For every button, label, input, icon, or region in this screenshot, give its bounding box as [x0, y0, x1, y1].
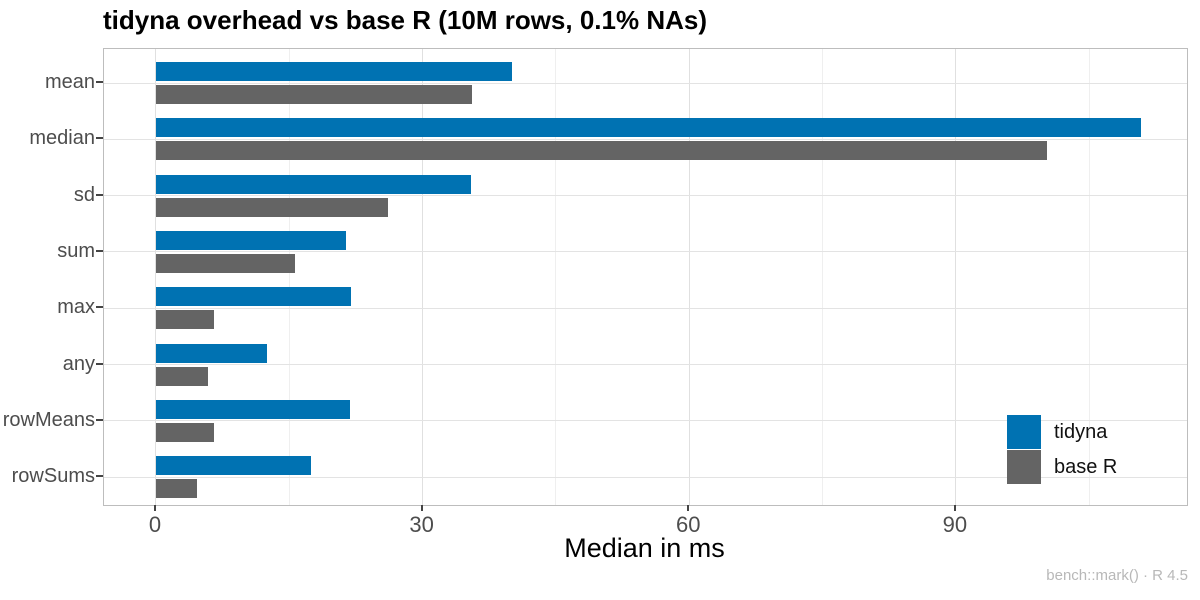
x-axis-title: Median in ms [564, 533, 725, 563]
gridline-minor-x [555, 49, 557, 505]
y-tick-mark [96, 418, 103, 421]
x-tick-mark [953, 505, 956, 511]
y-axis-label-sum: sum [57, 239, 95, 262]
chart-caption: bench::mark() · R 4.5 [1046, 567, 1188, 584]
bar-tidyna-median [155, 118, 1141, 138]
x-axis-tick-label-30: 30 [409, 512, 434, 537]
y-axis-label-any: any [62, 352, 95, 375]
gridline-minor-x [1088, 49, 1090, 505]
y-axis-label-rowsums: rowSums [11, 465, 95, 488]
x-tick-mark [153, 505, 156, 511]
chart-title: tidyna overhead vs base R (10M rows, 0.1… [103, 5, 707, 35]
y-tick-mark [96, 193, 103, 196]
gridline-y [104, 82, 1187, 84]
bar-base-r-sd [155, 197, 388, 217]
y-axis-label-mean: mean [44, 71, 95, 93]
gridline-y [104, 364, 1187, 365]
x-tick-mark [420, 505, 423, 511]
x-axis-tick-label-0: 0 [148, 512, 162, 537]
y-tick-mark [96, 249, 103, 252]
gridline-y [104, 251, 1187, 253]
bar-tidyna-max [155, 287, 351, 307]
bar-tidyna-mean [155, 62, 512, 81]
gridline-y [104, 307, 1187, 309]
bar-base-r-rowMeans [155, 422, 214, 442]
gridline-y [104, 420, 1187, 422]
bar-tidyna-rowSums [155, 456, 311, 476]
gridline-y [104, 195, 1187, 197]
x-axis-tick-label-60: 60 [676, 512, 701, 537]
y-tick-mark [96, 81, 103, 83]
bar-tidyna-any [155, 343, 268, 363]
gridline-major-x [688, 49, 690, 505]
legend-label-base-r: base R [1054, 455, 1118, 478]
legend-item-tidyna: tidyna [1007, 415, 1117, 449]
bar-base-r-mean [155, 85, 473, 104]
gridline-y [104, 138, 1187, 140]
gridline-minor-x [822, 49, 824, 505]
bar-base-r-median [155, 141, 1047, 161]
legend-key-tidyna-swatch [1007, 415, 1041, 449]
bar-base-r-sum [155, 253, 295, 273]
x-tick-mark [687, 505, 690, 511]
y-axis-label-max: max [57, 296, 95, 319]
gridline-minor-x [288, 49, 290, 505]
y-axis-label-rowmeans: rowMeans [2, 408, 95, 431]
legend-label-tidyna: tidyna [1054, 420, 1108, 443]
legend-key-base-r-swatch [1007, 450, 1041, 484]
plot-panel [103, 48, 1188, 506]
y-tick-mark [96, 362, 103, 365]
bar-tidyna-sd [155, 174, 471, 194]
gridline-y [104, 476, 1187, 478]
gridline-major-x [955, 49, 957, 505]
bar-tidyna-rowMeans [155, 399, 350, 419]
bar-base-r-any [155, 366, 208, 386]
y-tick-mark [96, 306, 103, 309]
y-tick-mark [96, 137, 103, 140]
legend: tidyna base R [1007, 415, 1117, 485]
bar-base-r-max [155, 310, 214, 330]
y-axis-label-median: median [29, 127, 95, 150]
gridline-major-x [422, 49, 424, 505]
y-tick-mark [96, 475, 103, 478]
bar-base-r-rowSums [155, 479, 197, 499]
y-axis-label-sd: sd [73, 183, 95, 206]
bar-tidyna-sum [155, 230, 347, 250]
x-axis-tick-label-90: 90 [942, 512, 968, 537]
legend-item-base-r: base R [1007, 450, 1117, 484]
gridline-major-x [155, 49, 157, 505]
